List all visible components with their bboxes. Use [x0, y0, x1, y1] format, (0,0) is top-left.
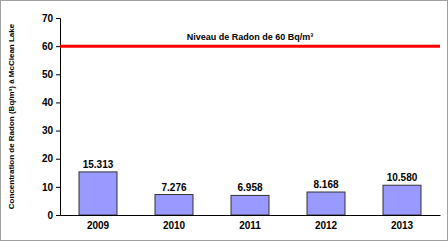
- y-tick-label: 60: [42, 41, 54, 52]
- y-tick: 10: [42, 182, 60, 193]
- y-tick-label: 50: [42, 69, 54, 80]
- x-axis: 2009 2010 2011 2012 2013: [61, 215, 441, 231]
- y-tick-mark: [56, 131, 60, 132]
- plot-area: [60, 46, 440, 215]
- y-tick: 40: [42, 97, 60, 108]
- data-label: 7.276: [161, 182, 186, 193]
- y-tick-label: 40: [42, 97, 54, 108]
- x-tick: 2010: [163, 215, 186, 231]
- y-tick-mark: [56, 74, 60, 75]
- y-tick: 70: [42, 13, 60, 24]
- y-tick: 30: [42, 125, 60, 136]
- data-label: 6.958: [237, 182, 262, 193]
- y-tick-mark: [56, 102, 60, 103]
- x-tick-label: 2009: [87, 220, 110, 231]
- x-tick-label: 2010: [163, 220, 186, 231]
- y-axis-line: [56, 19, 61, 216]
- chart-container: 0 10 20 30 40 50 60 70 2009 2010 2011 2012 2013 Nivea…: [0, 0, 448, 241]
- y-tick: 50: [42, 69, 60, 80]
- y-tick-label: 20: [42, 153, 54, 164]
- bar: [307, 192, 345, 215]
- x-axis-line: [61, 215, 441, 216]
- y-tick: 60: [42, 41, 60, 52]
- y-tick-label: 0: [47, 210, 53, 221]
- x-tick: 2013: [391, 215, 414, 231]
- y-tick: 0: [47, 210, 60, 221]
- y-tick-mark: [56, 159, 60, 160]
- data-label: 10.580: [387, 172, 418, 183]
- x-tick-label: 2013: [391, 220, 414, 231]
- y-tick-mark: [56, 215, 60, 216]
- y-tick-label: 70: [42, 13, 54, 24]
- data-labels: 15.313 7.276 6.958 8.168 10.580: [83, 159, 418, 194]
- reference-line: [60, 45, 440, 48]
- y-tick-mark: [56, 46, 60, 47]
- x-tick-label: 2011: [239, 220, 261, 231]
- y-tick-label: 10: [42, 182, 54, 193]
- y-axis-title: Concentration de Radon (Bq/m³) à McClean…: [7, 23, 16, 209]
- x-tick-label: 2012: [315, 220, 338, 231]
- y-tick-mark: [56, 18, 60, 19]
- bar: [231, 195, 269, 215]
- bar: [155, 195, 193, 215]
- chart-border: [1, 1, 448, 241]
- y-tick: 20: [42, 153, 60, 164]
- x-tick: 2012: [315, 215, 338, 231]
- bar: [79, 172, 117, 215]
- y-axis: 0 10 20 30 40 50 60 70: [42, 13, 61, 221]
- x-tick: 2011: [239, 215, 261, 231]
- bar: [383, 185, 421, 215]
- chart-svg: 0 10 20 30 40 50 60 70 2009 2010 2011 2012 2013 Nivea…: [0, 0, 448, 241]
- y-tick-mark: [56, 187, 60, 188]
- data-label: 8.168: [313, 179, 338, 190]
- data-label: 15.313: [83, 159, 114, 170]
- y-tick-label: 30: [42, 125, 54, 136]
- reference-line-label: Niveau de Radon de 60 Bq/m³: [187, 32, 314, 42]
- x-tick: 2009: [87, 215, 110, 231]
